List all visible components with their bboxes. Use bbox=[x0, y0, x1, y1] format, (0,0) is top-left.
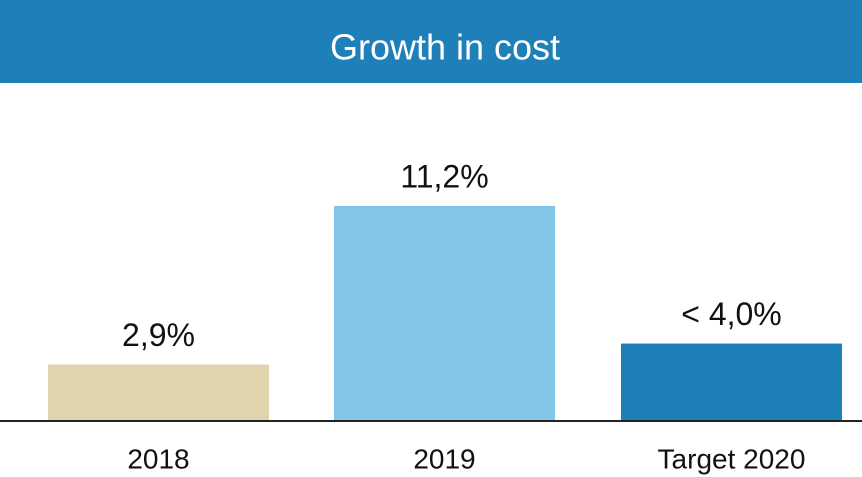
bar bbox=[621, 343, 842, 420]
chart-title: Growth in cost bbox=[330, 27, 560, 68]
bar bbox=[334, 206, 555, 420]
bar bbox=[48, 364, 269, 420]
title-banner bbox=[0, 0, 862, 83]
value-label: 11,2% bbox=[400, 158, 488, 194]
category-label: 2019 bbox=[413, 443, 475, 474]
value-label: < 4,0% bbox=[681, 296, 782, 332]
category-label: Target 2020 bbox=[658, 443, 806, 474]
value-label: 2,9% bbox=[122, 317, 195, 353]
category-label: 2018 bbox=[127, 443, 189, 474]
